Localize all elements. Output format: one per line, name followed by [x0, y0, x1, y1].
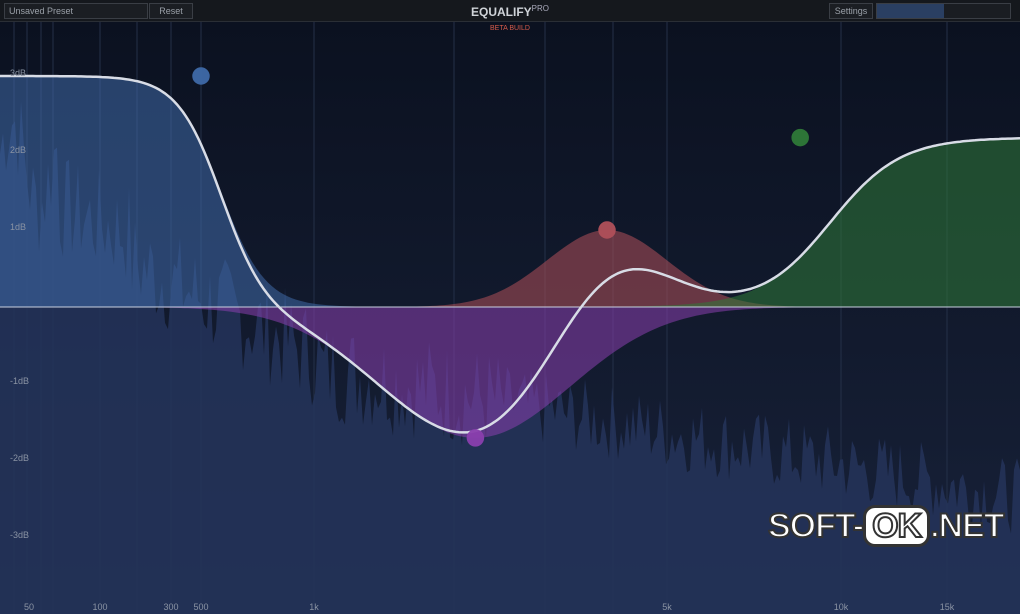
freq-label: 500: [193, 602, 209, 612]
freq-label: 1k: [309, 602, 319, 612]
db-label: 2dB: [10, 145, 27, 155]
freq-label: 10k: [833, 602, 849, 612]
band-3-fill: [0, 230, 1020, 307]
freq-label: 5k: [662, 602, 672, 612]
watermark-c: .NET: [929, 506, 1005, 546]
db-label: -1dB: [10, 376, 30, 386]
freq-label: 15k: [939, 602, 955, 612]
preset-selector[interactable]: Unsaved Preset: [4, 3, 148, 19]
watermark-a: SOFT-: [767, 506, 865, 546]
band-4-fill: [0, 138, 1020, 307]
watermark-b: OK: [863, 505, 931, 547]
eq-graph[interactable]: [0, 22, 1020, 614]
db-label: 3dB: [10, 68, 27, 78]
db-label: 1dB: [10, 222, 27, 232]
band-3-node[interactable]: [598, 221, 616, 239]
band-2-node[interactable]: [466, 429, 485, 447]
app-title-text: EQUALIFY: [470, 5, 532, 19]
band-1-node[interactable]: [192, 67, 210, 85]
freq-label: 100: [92, 602, 108, 612]
app-title: EQUALIFYPRO: [0, 4, 1020, 19]
freq-label: 50: [23, 602, 35, 612]
watermark: SOFT- OK .NET: [767, 505, 1006, 547]
level-meter: [876, 3, 1011, 19]
reset-button[interactable]: Reset: [149, 3, 193, 19]
db-label: -2dB: [10, 453, 30, 463]
db-label: -3dB: [10, 530, 30, 540]
band-4-node[interactable]: [791, 128, 809, 147]
freq-label: 300: [163, 602, 179, 612]
toolbar: Unsaved Preset Reset EQUALIFYPRO Setting…: [0, 0, 1020, 22]
band-1-fill: [0, 76, 1020, 307]
beta-badge: BETA BUILD: [490, 25, 530, 32]
app-title-pro: PRO: [531, 4, 549, 13]
level-meter-fill: [877, 4, 944, 18]
band-2-fill: [0, 307, 1020, 438]
spectrum: [0, 101, 1020, 614]
settings-button[interactable]: Settings: [829, 3, 873, 19]
eq-response-curve: [0, 74, 1020, 434]
